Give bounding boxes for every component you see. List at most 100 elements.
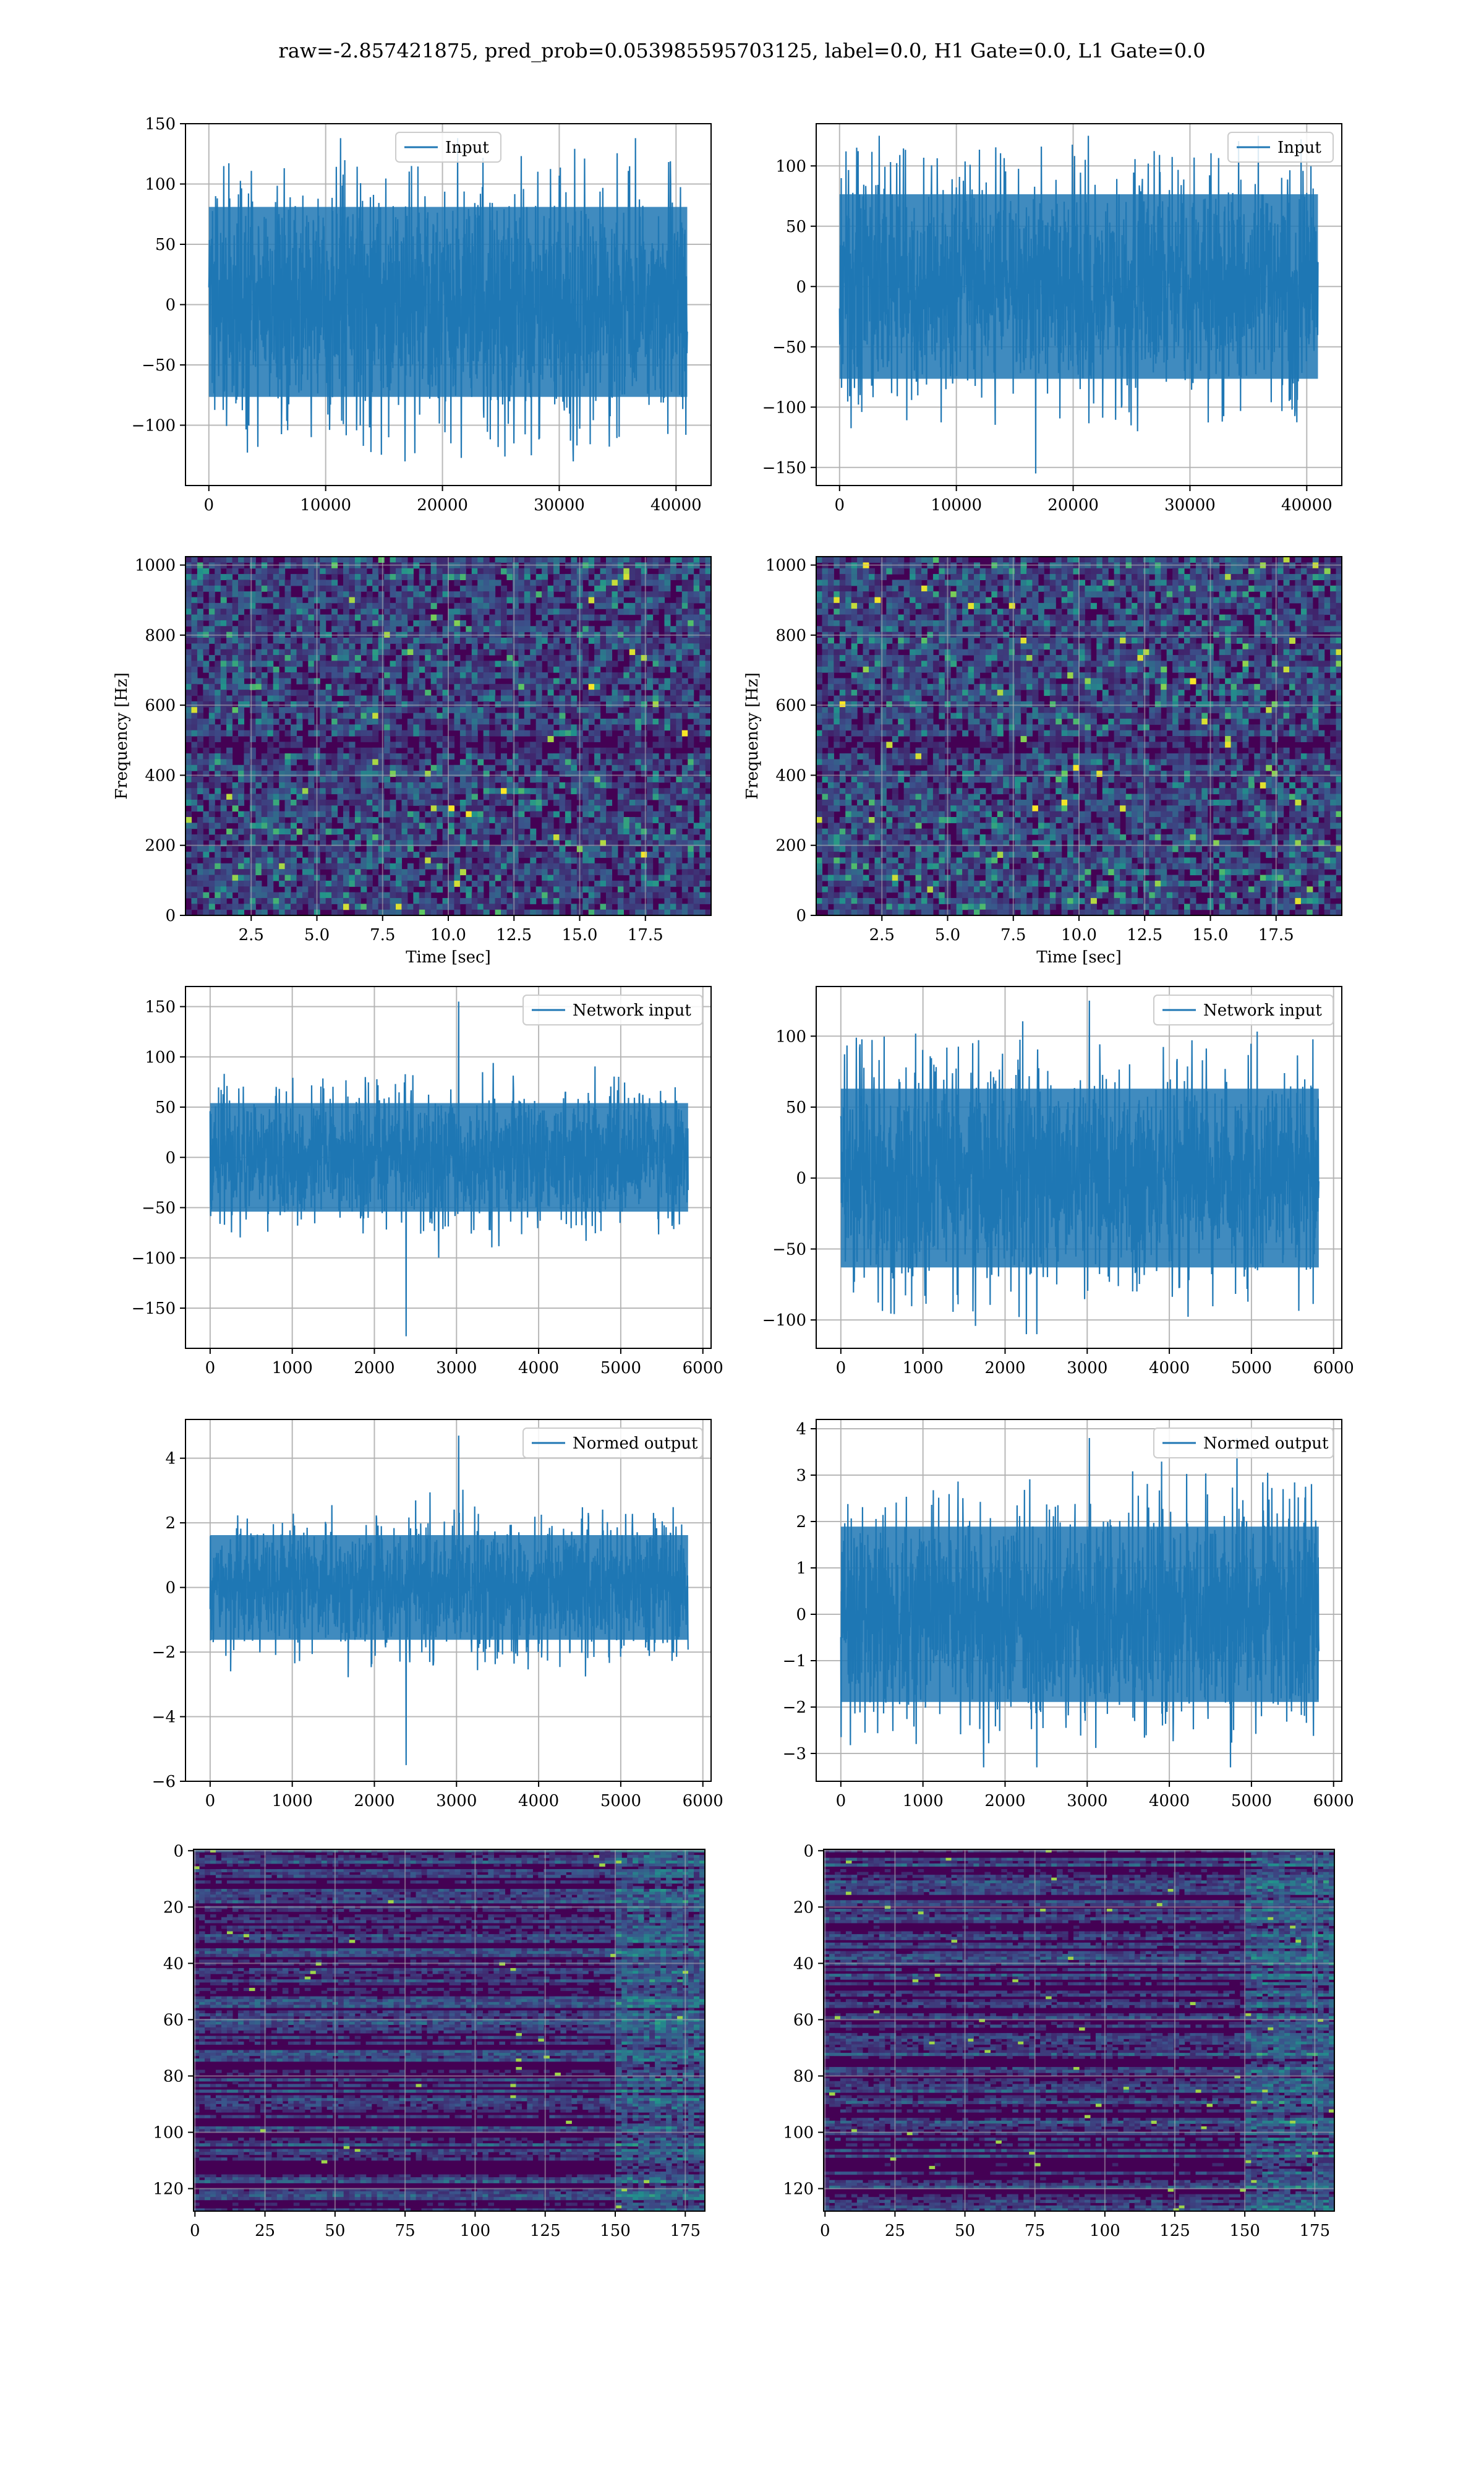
h1-spectrogram-cell <box>448 816 455 823</box>
h1-spectrogram-cell <box>273 799 279 806</box>
h1-spectrogram-cell <box>693 904 700 910</box>
h1-spectrogram-cell <box>483 747 490 754</box>
h1-spectrogram-cell <box>437 672 443 679</box>
h1-spectrogram-cell <box>506 840 513 847</box>
h1-spectrogram-cell <box>454 799 461 806</box>
h1-spectrogram-cell <box>396 816 403 823</box>
h1-spectrogram-cell <box>582 834 589 841</box>
h1-spectrogram-cell <box>343 776 350 783</box>
l1-spectrogram-cell <box>822 568 829 575</box>
h1-spectrogram-cell <box>343 857 350 864</box>
h1-spectrogram-cell <box>325 845 332 852</box>
h1-spectrogram-cell <box>419 568 425 575</box>
h1-spectrogram-cell <box>296 788 303 795</box>
h1-spectrogram-cell <box>261 626 268 633</box>
h1-spectrogram-cell <box>442 718 449 725</box>
h1-spectrogram-cell <box>191 857 198 864</box>
h1-spectrogram-cell <box>588 788 595 795</box>
h1-spectrogram-cell <box>699 701 706 708</box>
h1-spectrogram-cell <box>337 799 344 806</box>
l1-spectrogram-cell <box>851 759 858 766</box>
h1-spectrogram-cell <box>512 892 519 899</box>
h1-spectrogram-cell <box>606 759 613 766</box>
h1-spectrogram-cell <box>670 730 676 737</box>
h1-spectrogram-cell <box>226 643 233 650</box>
l1-spectrogram-cell <box>816 834 823 841</box>
h1-spectrogram-cell <box>437 794 443 800</box>
l1-spectrogram-cell <box>851 713 858 719</box>
h1-spectrogram-cell <box>284 880 291 887</box>
h1-spectrogram-cell <box>343 782 350 789</box>
h1-spectrogram-cell <box>512 845 519 852</box>
h1-spectrogram-cell <box>676 736 683 742</box>
h1-spectrogram-cell <box>296 672 303 679</box>
h1-spectrogram-cell <box>425 886 432 893</box>
h1-spectrogram-cell <box>495 602 501 609</box>
h1-spectrogram-cell <box>699 580 706 586</box>
h1-spectrogram-cell <box>565 811 571 818</box>
l1-spectrogram-cell <box>822 764 829 771</box>
h1-spectrogram-cell <box>647 666 654 673</box>
l1-spectrogram-cell <box>845 875 852 881</box>
h1-spectrogram-cell <box>244 816 250 823</box>
h1-spectrogram-cell <box>623 869 630 876</box>
h1-spectrogram-cell <box>676 626 683 633</box>
l1-input-xtick-label: 40000 <box>1281 496 1333 515</box>
h1-spectrogram-cell <box>459 597 466 604</box>
h1-spectrogram-cell <box>331 840 338 847</box>
h1-spectrogram-cell <box>302 840 309 847</box>
h1-spectrogram-cell <box>693 869 700 876</box>
h1-spectrogram-cell <box>337 713 344 719</box>
l1-spectrogram-cell <box>822 742 829 748</box>
h1-spectrogram-cell <box>366 620 373 627</box>
h1-spectrogram-cell <box>208 585 215 592</box>
h1-spectrogram-cell <box>442 574 449 581</box>
h1-spectrogram-cell <box>331 713 338 719</box>
h1-spectrogram-cell <box>197 730 203 737</box>
h1-spectrogram-cell <box>384 713 391 719</box>
h1-spectrogram-cell <box>501 880 508 887</box>
h1-spectrogram-cell <box>331 880 338 887</box>
h1-spectrogram-cell <box>191 788 198 795</box>
l1-spectrogram-cell <box>822 614 829 621</box>
h1-spectrogram-cell <box>559 718 566 725</box>
h1-spectrogram-cell <box>331 718 338 725</box>
h1-spectrogram-cell <box>191 742 198 748</box>
h1-spectrogram-cell <box>396 794 403 800</box>
h1-spectrogram-cell <box>512 557 519 563</box>
h1-spectrogram-cell <box>244 574 250 581</box>
h1-spectrogram-cell <box>565 788 571 795</box>
h1-spectrogram-cell <box>617 713 624 719</box>
h1-spectrogram-cell <box>331 799 338 806</box>
h1-spectrogram-cell <box>407 782 414 789</box>
h1-spectrogram-cell <box>699 788 706 795</box>
h1-spectrogram-cell <box>506 904 513 910</box>
h1-spectrogram-cell <box>495 816 501 823</box>
h1-spectrogram-cell <box>699 880 706 887</box>
h1-spectrogram-cell <box>681 649 688 656</box>
h1-spectrogram-cell <box>670 823 676 829</box>
l1-spectrogram-cell <box>816 897 823 904</box>
h1-spectrogram-cell <box>512 672 519 679</box>
h1-spectrogram-cell <box>238 643 245 650</box>
h1-spectrogram-cell <box>676 782 683 789</box>
h1-spectrogram-cell <box>226 666 233 673</box>
h1-spectrogram-cell <box>542 852 548 858</box>
h1-spectrogram-cell <box>354 799 361 806</box>
h1-spectrogram-cell <box>506 643 513 650</box>
h1-spectrogram-cell <box>542 776 548 783</box>
h1-spectrogram-cell <box>559 574 566 581</box>
h1-spectrogram-cell <box>518 828 525 835</box>
l1-spectrogram-cell <box>839 585 846 592</box>
h1-spectrogram-cell <box>203 666 210 673</box>
h1-spectrogram-cell <box>535 643 542 650</box>
h1-spectrogram-cell <box>600 690 607 696</box>
h1-spectrogram-cell <box>255 661 262 667</box>
h1-spectrogram-cell <box>296 816 303 823</box>
h1-spectrogram-cell <box>512 626 519 633</box>
l1-spectrogram-cell <box>816 707 823 714</box>
h1-spectrogram-cell <box>588 875 595 881</box>
h1-spectrogram-cell <box>261 672 268 679</box>
h1-spectrogram-cell <box>518 620 525 627</box>
h1-spectrogram-cell <box>249 886 256 893</box>
